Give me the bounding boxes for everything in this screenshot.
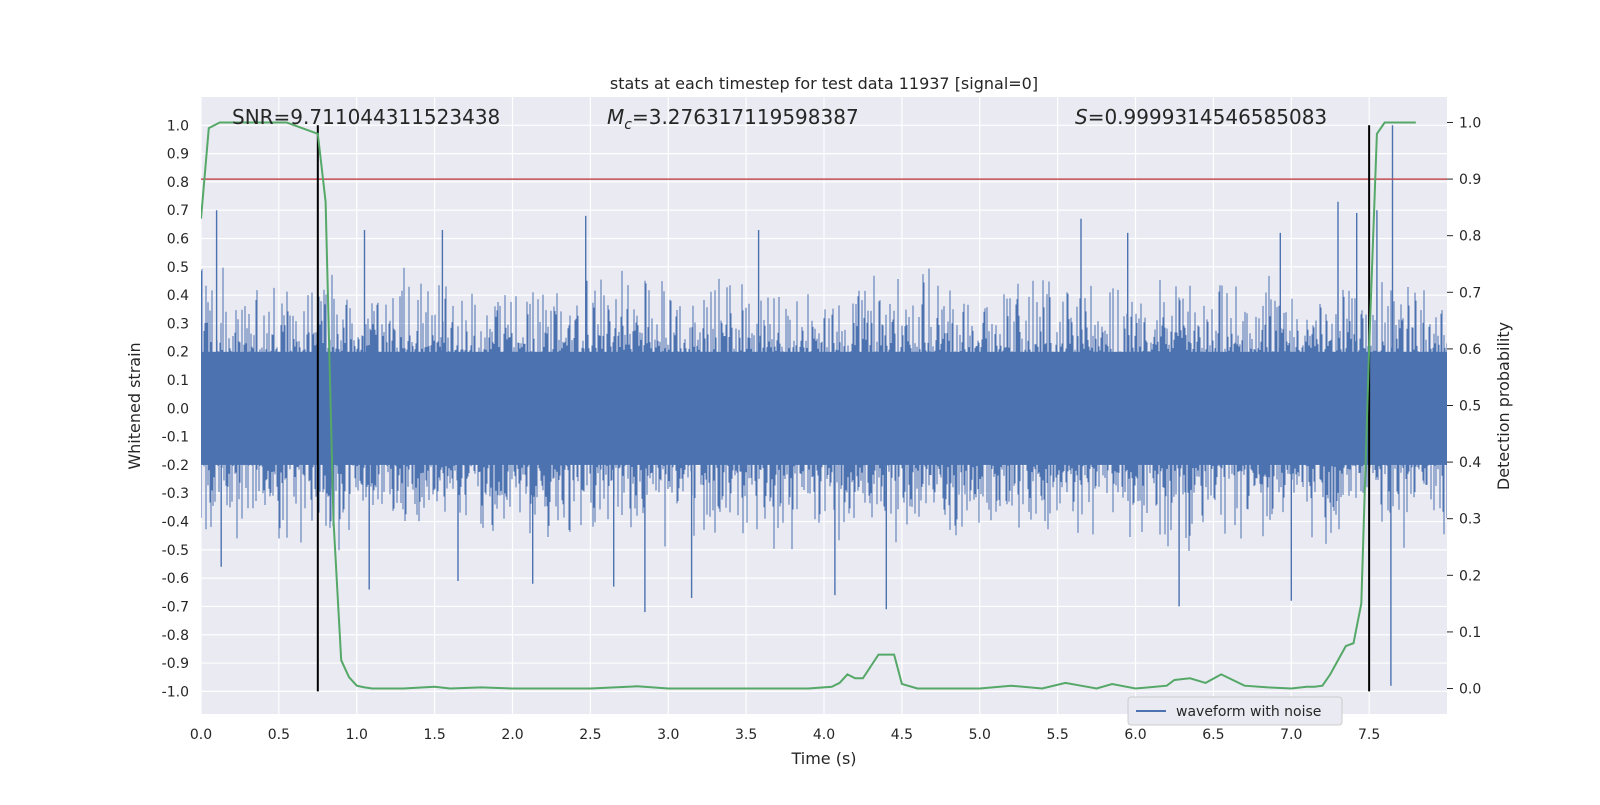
y-tick-label-left: -0.5: [162, 543, 189, 559]
x-tick-label: 0.0: [190, 727, 212, 743]
y-tick-label-left: 0.6: [167, 232, 189, 248]
y-tick-label-left: -0.1: [162, 430, 189, 446]
y-tick-label-left: -0.9: [162, 656, 189, 672]
s-value: =0.9999314546585083: [1088, 105, 1327, 129]
x-ticks: 0.0 0.5 1.0 1.5 2.0 2.5 3.0 3.5 4.0 4.5 5.0 5.5 6.0 6…: [190, 727, 1380, 743]
waveform-series: [201, 125, 1447, 686]
waveform-noise: [201, 267, 1447, 551]
y-tick-label-left: -0.4: [162, 515, 189, 531]
y-tick-label-right: 1.0: [1459, 115, 1481, 131]
y-tick-label-right: 0.8: [1459, 229, 1481, 245]
y-tick-label-left: 0.8: [167, 175, 189, 191]
legend: waveform with noise: [1127, 696, 1343, 726]
chart-title: stats at each timestep for test data 119…: [610, 74, 1038, 93]
x-tick-label: 1.5: [423, 727, 445, 743]
legend-box: [1127, 696, 1343, 726]
y-tick-label-left: 0.0: [167, 401, 189, 417]
y-tick-label-right: 0.5: [1459, 399, 1481, 415]
snr-annotation: SNR=9.711044311523438: [232, 105, 500, 129]
x-tick-label: 5.5: [1046, 727, 1068, 743]
y-tick-label-left: -0.6: [162, 571, 189, 587]
y-tick-label-right: 0.4: [1459, 455, 1481, 471]
mc-subscript: c: [624, 117, 632, 133]
y-tick-label-left: 1.0: [167, 118, 189, 134]
vertical-markers: [316, 125, 1371, 692]
x-tick-label: 2.5: [579, 727, 601, 743]
y-tick-label-left: 0.9: [167, 147, 189, 163]
y-tick-label-right: 0.0: [1459, 682, 1481, 698]
x-tick-label: 4.0: [813, 727, 835, 743]
y-tick-label-left: 0.7: [167, 203, 189, 219]
y-tick-label-right: 0.9: [1459, 172, 1481, 188]
x-tick-label: 0.5: [268, 727, 290, 743]
probability-series: [201, 121, 1416, 690]
x-tick-label: 7.5: [1358, 727, 1380, 743]
x-tick-label: 3.0: [657, 727, 679, 743]
y-ticks-right: 0.0 0.1 0.2 0.3 0.4 0.5 0.6 0.7 0.8 0.9 1.0: [1447, 115, 1481, 698]
y-tick-label-left: -0.3: [162, 486, 189, 502]
y-axis-label-right: Detection probability: [1494, 322, 1513, 490]
y-tick-label-left: 0.2: [167, 345, 189, 361]
y-ticks-left: -1.0 -0.9 -0.8 -0.7 -0.6 -0.5 -0.4 -0.3 -0.2 -0.1…: [162, 118, 189, 700]
y-tick-label-left: 0.1: [167, 373, 189, 389]
mc-annotation: Mc=3.276317119598387: [607, 105, 859, 133]
legend-label: waveform with noise: [1176, 704, 1321, 720]
s-annotation: S=0.9999314546585083: [1075, 105, 1327, 129]
x-tick-label: 6.0: [1124, 727, 1146, 743]
y-tick-label-left: 0.4: [167, 288, 189, 304]
y-tick-label-right: 0.1: [1459, 625, 1481, 641]
y-tick-label-right: 0.3: [1459, 512, 1481, 528]
x-tick-label: 4.5: [891, 727, 913, 743]
x-axis-label: Time (s): [790, 749, 856, 768]
x-tick-label: 5.0: [969, 727, 991, 743]
y-tick-label-left: -0.7: [162, 599, 189, 615]
x-tick-label: 7.0: [1280, 727, 1302, 743]
x-tick-label: 2.0: [501, 727, 523, 743]
mc-value: =3.276317119598387: [632, 105, 859, 129]
y-tick-label-right: 0.7: [1459, 285, 1481, 301]
y-tick-label-left: -0.2: [162, 458, 189, 474]
y-tick-label-right: 0.6: [1459, 342, 1481, 358]
y-tick-label-left: 0.3: [167, 316, 189, 332]
mc-symbol: M: [607, 105, 624, 129]
y-tick-label-left: 0.5: [167, 260, 189, 276]
y-axis-label-left: Whitened strain: [125, 342, 144, 469]
y-tick-label-left: -1.0: [162, 684, 189, 700]
x-tick-label: 6.5: [1202, 727, 1224, 743]
y-tick-label-right: 0.2: [1459, 568, 1481, 584]
y-tick-label-left: -0.8: [162, 628, 189, 644]
s-symbol: S: [1075, 105, 1088, 129]
x-tick-label: 1.0: [346, 727, 368, 743]
x-tick-label: 3.5: [735, 727, 757, 743]
